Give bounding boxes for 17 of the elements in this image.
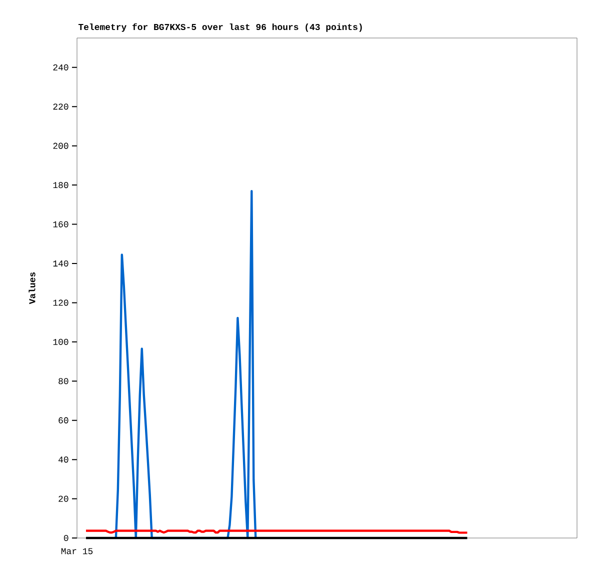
- y-tick-label: 140: [53, 260, 68, 267]
- y-tick-label: 160: [53, 221, 68, 228]
- y-tick-label: 80: [58, 378, 68, 384]
- chart-title: Telemetry for BG7KXS-5 over last 96 hours (43 points): [78, 23, 362, 32]
- y-tick-label: 60: [58, 417, 68, 424]
- y-tick-label: 240: [53, 64, 68, 70]
- y-tick-label: 220: [53, 104, 68, 110]
- y-tick-label: 100: [53, 338, 68, 345]
- y-tick-label: 0: [64, 534, 68, 542]
- line-series: [114, 190, 257, 540]
- y-axis-title: Values: [28, 272, 36, 304]
- text: Mar 15: [61, 548, 93, 554]
- y-tick-label: 180: [53, 182, 68, 188]
- y-tick-label: 200: [53, 142, 68, 149]
- y-tick-label: 120: [53, 300, 68, 306]
- y-tick-label: 20: [58, 496, 68, 502]
- y-tick-label: 40: [58, 456, 68, 463]
